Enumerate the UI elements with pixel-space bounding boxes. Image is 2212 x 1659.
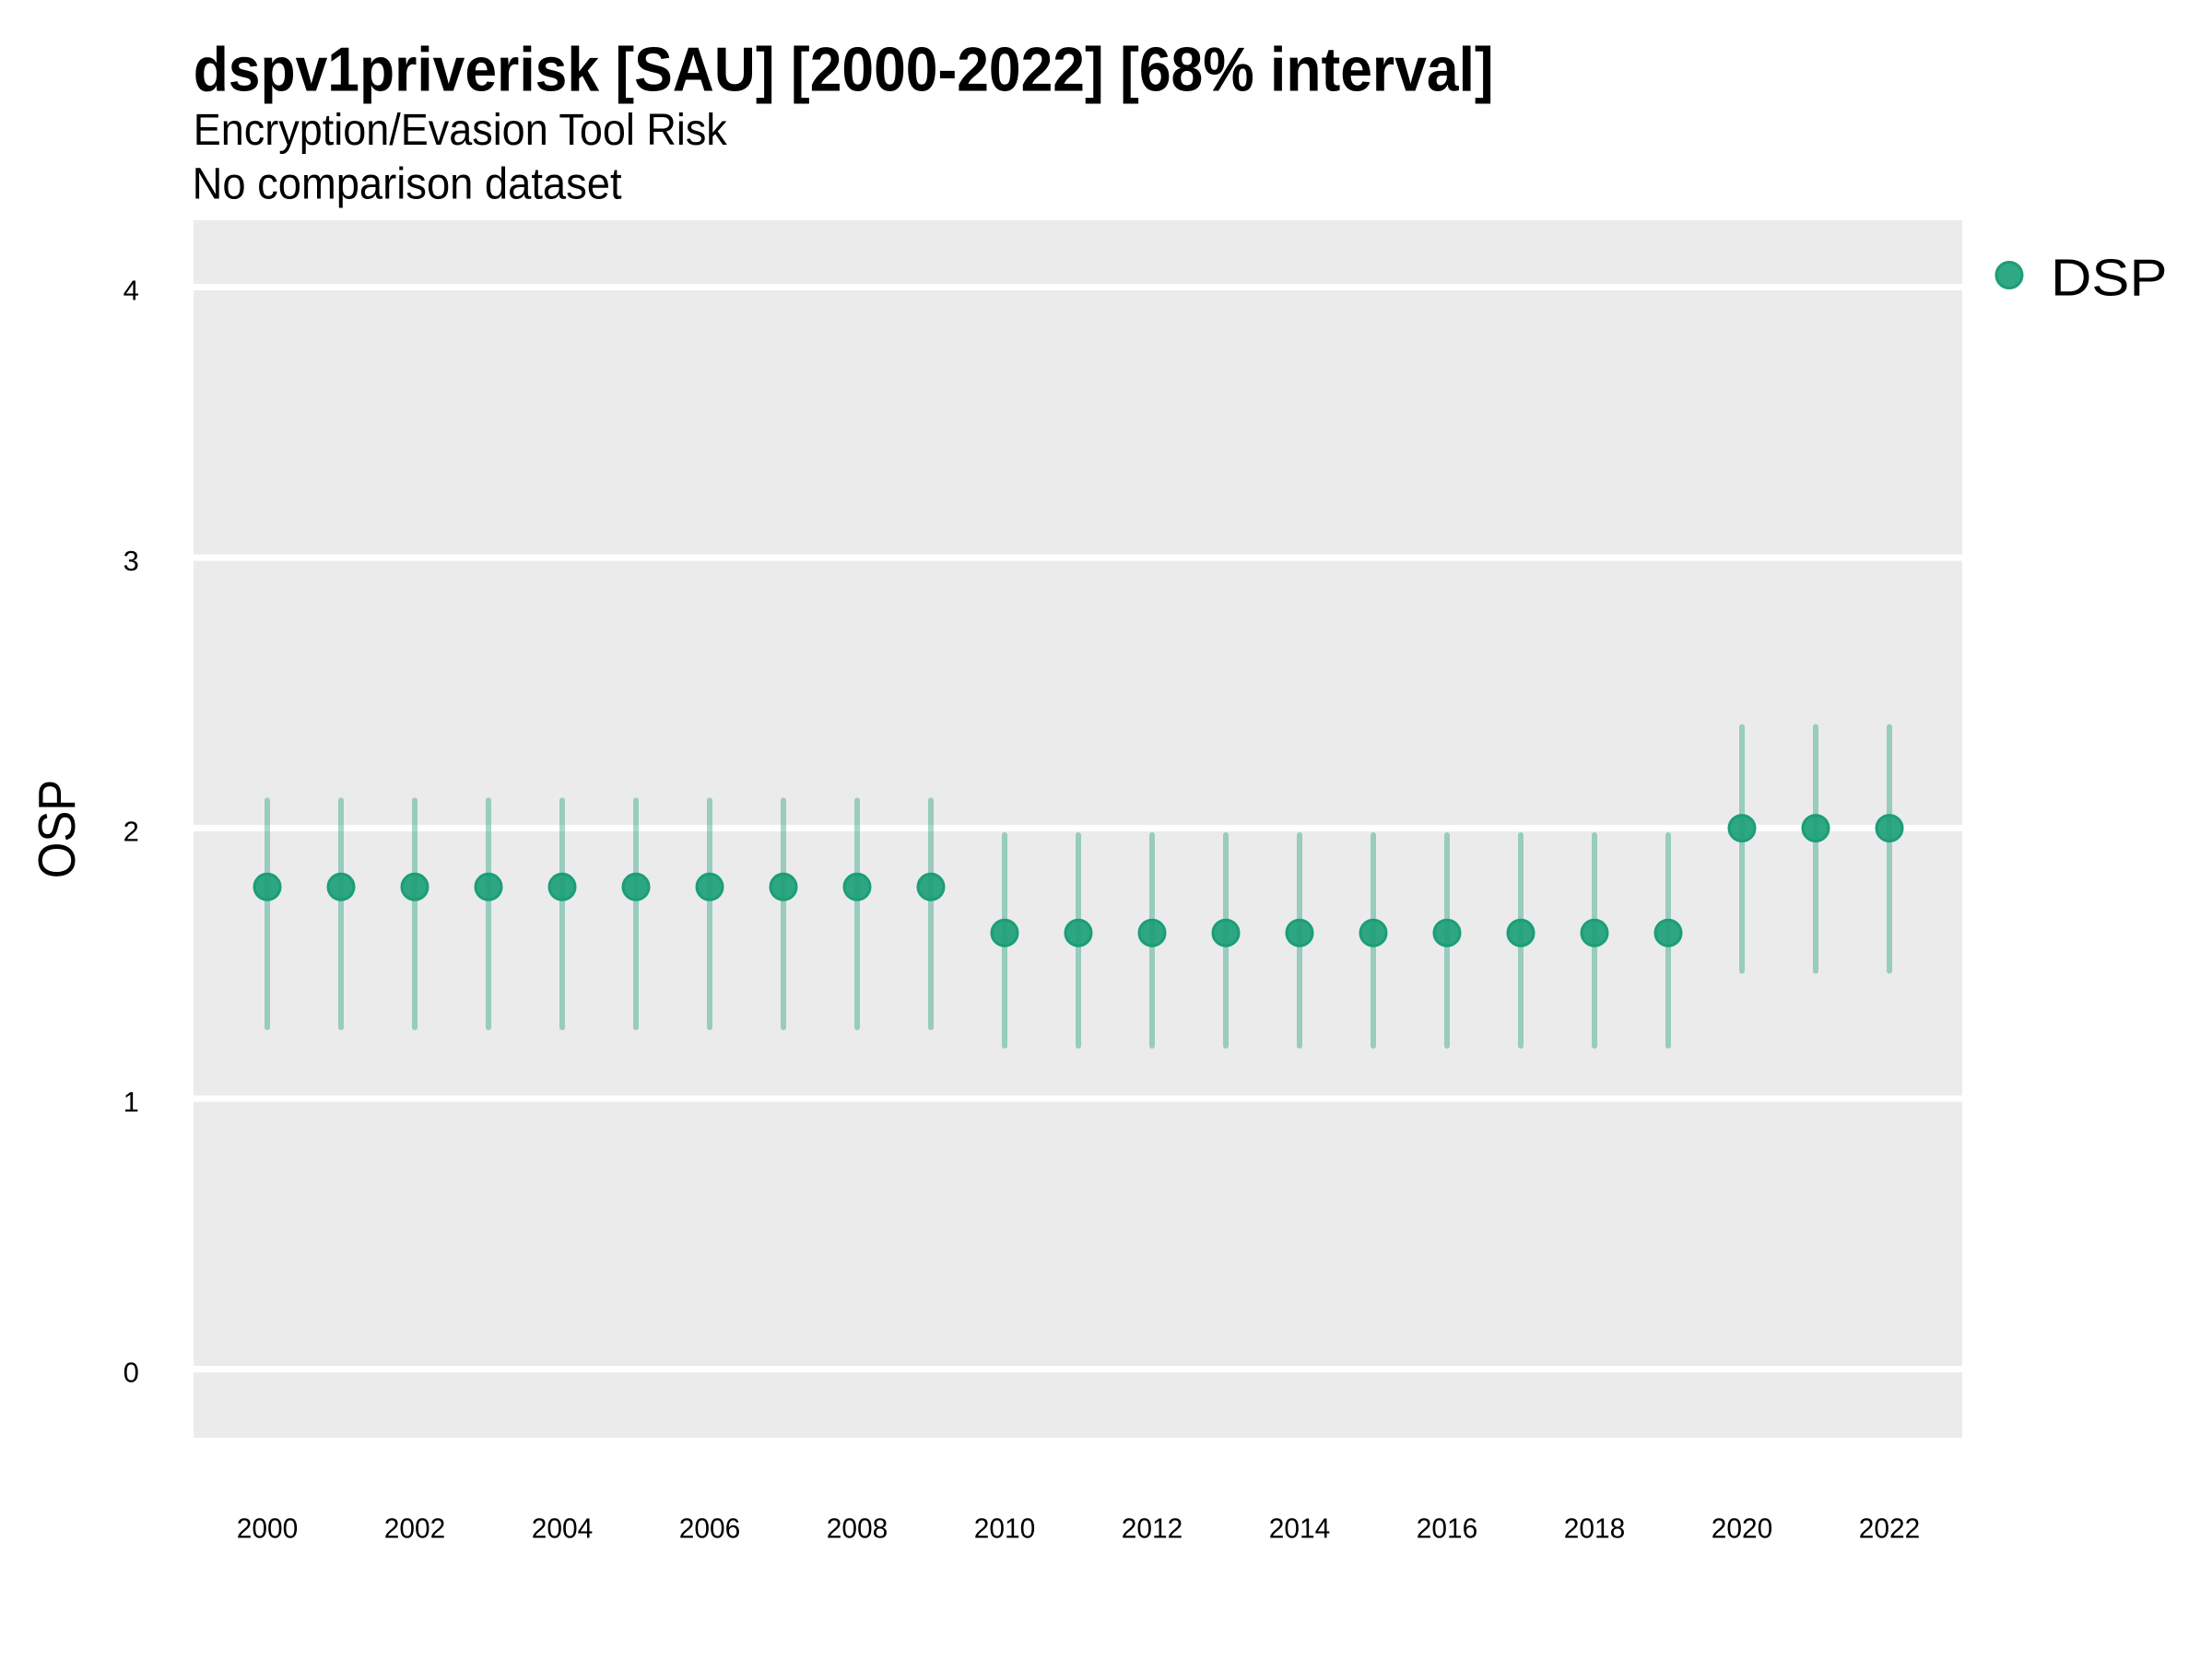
svg-text:1: 1 bbox=[124, 1086, 139, 1118]
svg-text:2012: 2012 bbox=[1122, 1512, 1183, 1544]
svg-text:2006: 2006 bbox=[679, 1512, 741, 1544]
svg-text:2008: 2008 bbox=[827, 1512, 888, 1544]
svg-text:No comparison dataset: No comparison dataset bbox=[193, 159, 622, 209]
svg-text:2014: 2014 bbox=[1269, 1512, 1331, 1544]
svg-text:2010: 2010 bbox=[974, 1512, 1036, 1544]
svg-text:0: 0 bbox=[124, 1356, 139, 1388]
svg-text:4: 4 bbox=[124, 274, 139, 306]
svg-text:2000: 2000 bbox=[237, 1512, 299, 1544]
svg-text:2022: 2022 bbox=[1859, 1512, 1921, 1544]
svg-text:DSP: DSP bbox=[2051, 249, 2168, 307]
svg-text:Encryption/Evasion Tool Risk: Encryption/Evasion Tool Risk bbox=[194, 106, 727, 155]
svg-text:OSP: OSP bbox=[28, 780, 87, 879]
svg-text:2020: 2020 bbox=[1712, 1512, 1773, 1544]
svg-text:2018: 2018 bbox=[1564, 1512, 1626, 1544]
svg-text:2016: 2016 bbox=[1417, 1512, 1478, 1544]
svg-text:2004: 2004 bbox=[532, 1512, 594, 1544]
svg-text:dspv1priverisk [SAU] [2000-202: dspv1priverisk [SAU] [2000-2022] [68% in… bbox=[194, 36, 1494, 105]
svg-text:3: 3 bbox=[124, 545, 139, 577]
svg-text:2002: 2002 bbox=[384, 1512, 446, 1544]
svg-text:2: 2 bbox=[124, 815, 139, 847]
